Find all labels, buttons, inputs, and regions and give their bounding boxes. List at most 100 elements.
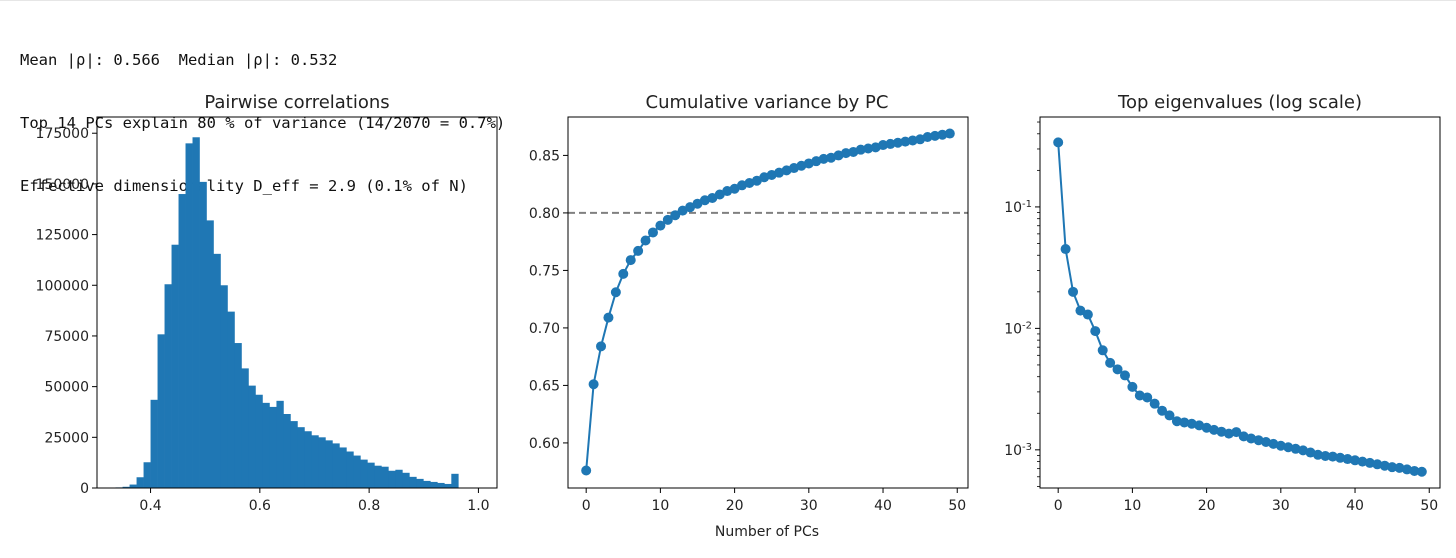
- eigenvalue-point: [1119, 370, 1130, 381]
- cumulative-variance-point: [929, 130, 940, 141]
- cumulative-variance-point: [625, 255, 636, 266]
- histogram-bar: [367, 462, 375, 488]
- histogram-bar: [192, 137, 200, 488]
- x-tick-label: 10: [651, 498, 669, 514]
- cumulative-variance-point: [818, 153, 829, 164]
- y-tick-label: 0: [80, 481, 89, 497]
- eigenvalue-point: [1320, 450, 1331, 461]
- histogram-bar: [374, 465, 382, 488]
- histogram-bar: [451, 473, 459, 488]
- cumulative-variance-point: [618, 268, 629, 279]
- y-tick-label: 10-1: [1004, 198, 1032, 216]
- eigenvalue-point: [1171, 416, 1182, 427]
- eigenvalue-line: [1057, 142, 1422, 473]
- x-tick-label: 50: [948, 498, 966, 514]
- plot-frame: [1039, 116, 1441, 489]
- cumulative-variance-point: [729, 183, 740, 194]
- cumulative-variance-panel: Cumulative variance by PC 0 10 20 30 40 50 0.6…: [529, 92, 969, 540]
- histogram-bar: [171, 244, 179, 488]
- eigenvalue-point: [1127, 381, 1138, 392]
- x-tick-label: 10: [1123, 498, 1141, 514]
- y-tick-label: 50000: [44, 380, 89, 396]
- y-tick-label: 10-3: [1004, 441, 1032, 459]
- eigenvalue-point: [1342, 454, 1353, 465]
- eigenvalue-point: [1401, 464, 1412, 475]
- eigenvalue-point: [1068, 286, 1079, 297]
- histogram-bar: [311, 435, 319, 488]
- histogram-bar: [318, 437, 326, 488]
- histogram-bar: [339, 447, 347, 488]
- cumulative-variance-point: [655, 220, 666, 231]
- y-tick-label: 0.80: [529, 206, 560, 222]
- histogram-bar: [297, 427, 305, 488]
- eigenvalue-point: [1142, 392, 1153, 403]
- histogram-bar: [409, 476, 417, 488]
- cumulative-variance-point: [937, 129, 948, 140]
- eigenvalue-point: [1290, 443, 1301, 454]
- histogram-bar: [143, 462, 151, 488]
- histogram-bar: [136, 477, 144, 488]
- eigenvalues-title: Top eigenvalues (log scale): [1117, 92, 1362, 113]
- histogram-bar: [185, 143, 193, 488]
- top-divider: [0, 0, 1456, 1]
- eigenvalue-point: [1327, 451, 1338, 462]
- cumulative-variance-point: [751, 175, 762, 186]
- histogram-bar: [241, 368, 249, 488]
- cumulative-variance-point: [610, 287, 621, 298]
- eigenvalue-point: [1372, 459, 1383, 470]
- eigenvalue-point: [1179, 417, 1190, 428]
- histogram-bar: [283, 414, 291, 488]
- eigenvalue-point: [1416, 466, 1427, 477]
- y-tick-label: 0.75: [529, 263, 560, 279]
- eigenvalue-point: [1082, 309, 1093, 320]
- eigenvalue-point: [1312, 449, 1323, 460]
- y-tick-label: 10-2: [1004, 320, 1032, 338]
- x-tick-label: 0.6: [249, 498, 271, 514]
- eigenvalue-point: [1090, 326, 1101, 337]
- histogram-bar: [325, 440, 333, 488]
- stats-line-effective-dim: Effective dimensionality D_eff = 2.9 (0.…: [20, 177, 468, 195]
- eigenvalue-point: [1283, 442, 1294, 453]
- eigenvalue-point: [1350, 455, 1361, 466]
- y-tick-label: 175000: [36, 126, 89, 142]
- y-tick-label: 25000: [44, 430, 89, 446]
- histogram-bar: [388, 470, 396, 488]
- cumulative-variance-point: [596, 341, 607, 352]
- histogram-bar: [150, 399, 158, 488]
- y-tick-label: 125000: [36, 228, 89, 244]
- histogram-bar: [227, 311, 235, 488]
- eigenvalue-point: [1409, 465, 1420, 476]
- histogram-bar: [353, 455, 361, 488]
- cumulative-variance-line: [585, 132, 950, 471]
- cumulative-variance-point: [900, 136, 911, 147]
- histogram-axes: 0.4 0.6 0.8 1.0 0 25000 50000 75000 100000 125000…: [36, 116, 498, 514]
- x-tick-label: 30: [1272, 498, 1290, 514]
- cumulative-variance-axes: 0 10 20 30 40 50 0.60 0.65 0.70 0.75 0.80 0.85: [529, 116, 969, 514]
- cumulative-variance-point: [714, 189, 725, 200]
- x-tick-label: 40: [874, 498, 892, 514]
- histogram-bars: [115, 137, 459, 489]
- y-tick-label: 0.85: [529, 148, 560, 164]
- x-tick-label: 0: [1054, 498, 1063, 514]
- histogram-panel: Pairwise correlations 0.4 0.6 0.8 1.0 0 25000…: [36, 92, 498, 514]
- histogram-bar: [332, 443, 340, 488]
- y-tick-label: 0.70: [529, 321, 560, 337]
- cumulative-variance-point: [944, 128, 955, 139]
- cumulative-variance-point: [892, 137, 903, 148]
- x-tick-label: 30: [800, 498, 818, 514]
- cumulative-variance-point: [633, 245, 644, 256]
- eigenvalue-point: [1394, 462, 1405, 473]
- histogram-bar: [206, 220, 214, 489]
- y-tick-label: 0.65: [529, 378, 560, 394]
- cumulative-variance-point: [885, 138, 896, 149]
- histogram-bar: [290, 421, 298, 488]
- eigenvalues-panel: Top eigenvalues (log scale) 0 10 20 30 40 50 1…: [1004, 92, 1441, 514]
- x-tick-label: 0.8: [358, 498, 380, 514]
- cumulative-variance-point: [840, 148, 851, 159]
- stats-line-top-pcs: Top 14 PCs explain 80 % of variance (14/…: [20, 114, 506, 132]
- histogram-bar: [423, 480, 431, 488]
- cumulative-variance-point: [603, 312, 614, 323]
- cumulative-variance-point: [707, 192, 718, 203]
- histogram-bar: [213, 253, 221, 488]
